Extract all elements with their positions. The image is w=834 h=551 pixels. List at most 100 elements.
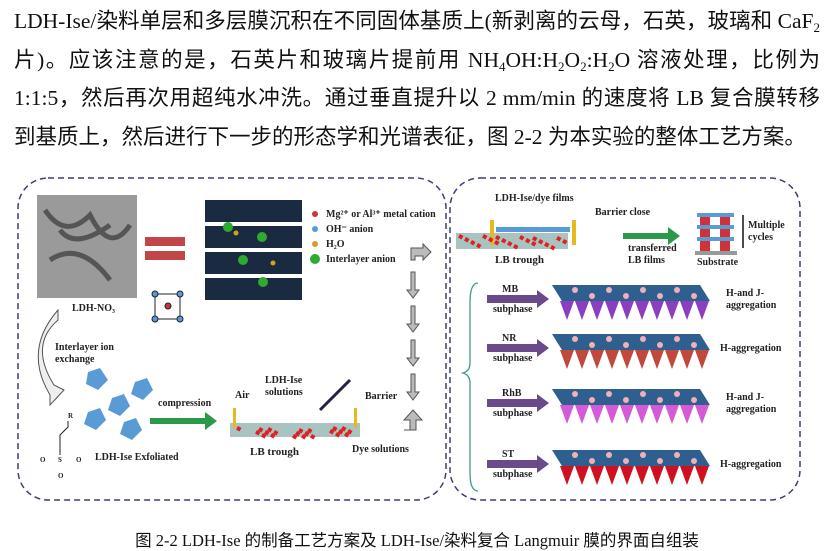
- dye-molecule: [263, 430, 270, 436]
- ise-dot: [572, 287, 578, 293]
- text: O: [564, 47, 581, 72]
- dye-aggregate: [560, 301, 574, 320]
- aggregation-label: aggregation: [726, 300, 777, 311]
- ise-dot: [589, 293, 595, 299]
- dye-aggregate: [605, 466, 619, 485]
- aggregation-label: H-and J-: [726, 392, 764, 403]
- right-panel-border: [449, 177, 801, 501]
- dye-molecule: [457, 234, 464, 240]
- dye-aggregate: [620, 350, 634, 369]
- up-arrows-icon: [402, 242, 432, 431]
- trough-label: LB trough: [250, 446, 299, 458]
- body-paragraph: LDH-Ise/染料单层和多层膜沉积在不同固体基质上(新剥离的云母，石英，玻璃和…: [14, 2, 820, 156]
- dye-molecule: [257, 426, 264, 433]
- dye-molecule: [531, 240, 537, 247]
- lb-trough: [230, 423, 360, 437]
- dye-aggregate: [590, 405, 604, 424]
- dye-aggregate: [590, 466, 604, 485]
- dye-aggregate: [695, 405, 709, 424]
- dye-aggregate: [650, 350, 664, 369]
- dye-aggregate: [635, 466, 649, 485]
- dye-aggregate: [560, 466, 574, 485]
- figure-caption: 图 2-2 LDH-Ise 的制备工艺方案及 LDH-Ise/染料复合 Lang…: [135, 531, 699, 550]
- dye-molecule: [236, 426, 242, 432]
- barrier-label: Barrier: [365, 391, 398, 402]
- legend-label: Mg²⁺ or Al³⁺ metal cation: [326, 209, 436, 220]
- dye-aggregate: [560, 405, 574, 424]
- dye-molecule: [295, 431, 301, 437]
- dye-molecule: [487, 236, 494, 243]
- ise-dot: [674, 452, 680, 458]
- dye-molecule: [475, 242, 482, 249]
- dye-aggregate: [605, 301, 619, 320]
- dye-molecule: [507, 241, 513, 247]
- ise-dot: [623, 342, 629, 348]
- dye-molecule: [266, 426, 273, 433]
- paragraph-line-3: 1:1:5，然后再次用超纯水冲洗。通过垂直提升以 2 mm/min 的速度将 L…: [14, 86, 820, 110]
- dye-molecule: [550, 245, 556, 251]
- ise-dot: [674, 287, 680, 293]
- dye-molecules: [457, 234, 568, 251]
- text: OH:H: [505, 47, 559, 72]
- dye-row-rhb: RhB subphase H-and J-aggregation: [487, 388, 777, 424]
- dye-molecule: [556, 236, 562, 242]
- cycles-label: Multiple: [748, 220, 785, 231]
- ise-dot: [640, 452, 646, 458]
- dye-aggregate: [620, 405, 634, 424]
- dye-aggregate: [620, 466, 634, 485]
- dye-aggregate: [695, 301, 709, 320]
- dye-molecule: [307, 427, 313, 434]
- dye-molecule: [346, 428, 353, 435]
- ise-dot: [572, 391, 578, 397]
- atom: O: [40, 456, 46, 464]
- dye-aggregate: [680, 301, 694, 320]
- dye-name: ST: [502, 449, 515, 460]
- dye-aggregate: [635, 405, 649, 424]
- dye-molecule: [493, 240, 500, 246]
- dye-aggregate: [665, 405, 679, 424]
- atom: O: [58, 472, 64, 480]
- dye-molecule: [337, 428, 344, 435]
- sem-label: LDH-NO₃: [72, 303, 115, 314]
- subscript: 2: [813, 20, 821, 35]
- dye-molecule: [331, 426, 338, 432]
- ise-dot: [674, 336, 680, 342]
- ise-dot: [623, 397, 629, 403]
- left-panel-border: [17, 177, 447, 501]
- green-arrow-icon: [623, 227, 680, 245]
- compression-label: compression: [158, 398, 212, 409]
- exfoliated-nanosheets: [84, 368, 153, 440]
- dye-aggregate: [665, 466, 679, 485]
- cycles-label: cycles: [748, 232, 773, 243]
- dye-aggregate: [650, 466, 664, 485]
- dye-aggregate: [620, 301, 634, 320]
- dye-aggregate: [575, 466, 589, 485]
- ise-dot: [640, 336, 646, 342]
- dye-rows: MB subphase H-and J-aggregation NR subphase H…: [487, 284, 782, 485]
- dye-molecule: [254, 430, 261, 436]
- dye-name: RhB: [502, 388, 522, 399]
- dye-molecule: [469, 240, 476, 246]
- dye-aggregate: [635, 301, 649, 320]
- paragraph-line-1: LDH-Ise/染料单层和多层膜沉积在不同固体基质上(新剥离的云母，石英，玻璃和…: [14, 2, 820, 41]
- ise-dot: [572, 336, 578, 342]
- ise-dot: [657, 293, 663, 299]
- subphase-label: subphase: [493, 353, 533, 364]
- dye-aggregate: [605, 350, 619, 369]
- dye-molecule: [532, 236, 538, 242]
- dye-molecule: [328, 428, 335, 435]
- subphase-label: subphase: [493, 408, 533, 419]
- dye-name: MB: [502, 284, 518, 295]
- curved-arrow-icon: [37, 308, 65, 407]
- aggregation-label: H-aggregation: [720, 459, 782, 470]
- ise-dot: [623, 458, 629, 464]
- ise-dot: [623, 293, 629, 299]
- dye-name: NR: [502, 333, 517, 344]
- ise-dot: [657, 397, 663, 403]
- ise-dot: [640, 287, 646, 293]
- dye-molecule: [269, 432, 276, 439]
- atom: R: [68, 412, 74, 420]
- ise-dot: [589, 342, 595, 348]
- dye-molecule: [501, 238, 507, 244]
- aggregation-label: aggregation: [726, 404, 777, 415]
